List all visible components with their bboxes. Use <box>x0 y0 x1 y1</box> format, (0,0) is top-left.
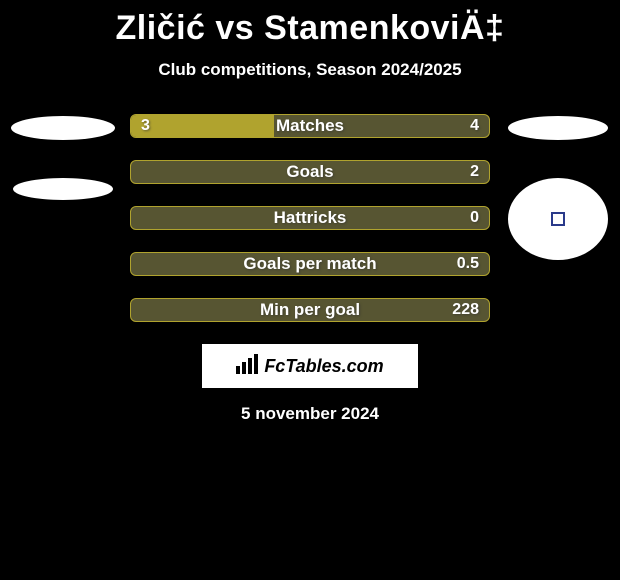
stat-label: Goals per match <box>243 253 376 275</box>
player-left-badge-2 <box>13 178 113 200</box>
stat-right-value: 4 <box>470 115 479 137</box>
stat-left-value: 3 <box>141 115 150 137</box>
stat-bars: 3 Matches 4 Goals 2 Hattricks 0 Goals per match… <box>120 98 500 322</box>
footer-date: 5 november 2024 <box>0 388 620 424</box>
bar-chart-icon <box>236 354 258 379</box>
stat-right-value: 0 <box>470 207 479 229</box>
stat-bar: Hattricks 0 <box>130 206 490 230</box>
placeholder-icon <box>551 212 565 226</box>
player-right-badge-2 <box>508 178 608 260</box>
stat-label: Hattricks <box>274 207 347 229</box>
stat-bar-fill <box>131 115 274 137</box>
stat-label: Min per goal <box>260 299 360 321</box>
left-player-badges <box>5 98 120 200</box>
source-logo: FcTables.com <box>202 344 418 388</box>
stat-right-value: 228 <box>452 299 479 321</box>
stat-right-value: 0.5 <box>457 253 479 275</box>
stat-right-value: 2 <box>470 161 479 183</box>
player-left-badge-1 <box>11 116 115 140</box>
stat-label: Matches <box>276 115 344 137</box>
right-player-badges <box>500 98 615 260</box>
comparison-body: 3 Matches 4 Goals 2 Hattricks 0 Goals per match… <box>0 98 620 322</box>
stat-label: Goals <box>286 161 333 183</box>
page-title: Zličić vs StamenkoviÄ‡ <box>0 5 620 54</box>
stat-bar: Goals 2 <box>130 160 490 184</box>
stat-bar: 3 Matches 4 <box>130 114 490 138</box>
stat-bar: Goals per match 0.5 <box>130 252 490 276</box>
page-subtitle: Club competitions, Season 2024/2025 <box>0 54 620 98</box>
stat-bar: Min per goal 228 <box>130 298 490 322</box>
source-logo-text: FcTables.com <box>264 356 383 377</box>
comparison-card: Zličić vs StamenkoviÄ‡ Club competitions… <box>0 0 620 424</box>
player-right-badge-1 <box>508 116 608 140</box>
